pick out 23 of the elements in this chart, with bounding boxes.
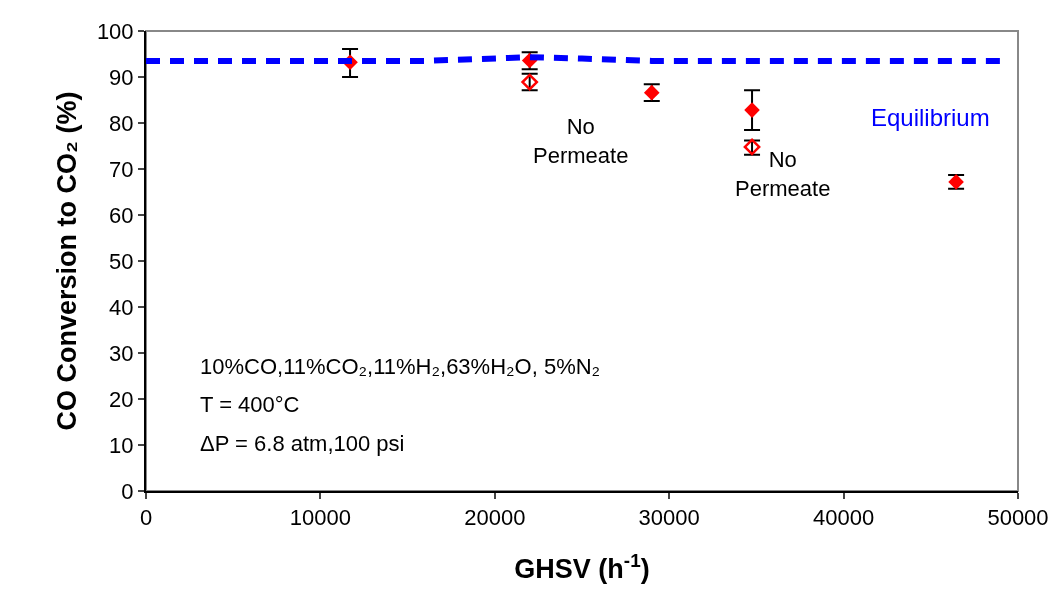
y-tick-label: 10	[109, 432, 134, 458]
x-tick-label: 50000	[987, 505, 1049, 531]
annotation: No Permeate	[533, 114, 629, 168]
y-tick-label: 40	[109, 294, 134, 320]
x-tick-label: 0	[139, 505, 153, 531]
series-label: Equilibrium	[871, 104, 990, 131]
x-tick-label: 20000	[464, 505, 526, 531]
y-tick-label: 20	[109, 386, 134, 412]
y-tick-label: 0	[121, 478, 134, 504]
annotation: 10%CO,11%CO₂,11%H₂,63%H₂O, 5%N₂ T = 400°C ΔP = 6.8 atm,100 psi	[200, 354, 601, 456]
y-tick-label: 100	[96, 18, 134, 44]
y-tick-label: 50	[109, 248, 134, 274]
x-tick-label: 40000	[813, 505, 875, 531]
x-tick-label: 10000	[289, 505, 351, 531]
y-tick-label: 80	[109, 110, 134, 136]
x-tick-label: 30000	[638, 505, 700, 531]
x-axis-title: GHSV (h$^{-1}$)	[514, 549, 650, 585]
y-tick-label: 90	[109, 64, 134, 90]
y-tick-label: 60	[109, 202, 134, 228]
annotation: No Permeate	[735, 147, 831, 201]
y-tick-label: 70	[109, 156, 134, 182]
y-axis-title: CO Conversion to CO₂ (%)	[52, 91, 83, 431]
y-tick-label: 30	[109, 340, 134, 366]
